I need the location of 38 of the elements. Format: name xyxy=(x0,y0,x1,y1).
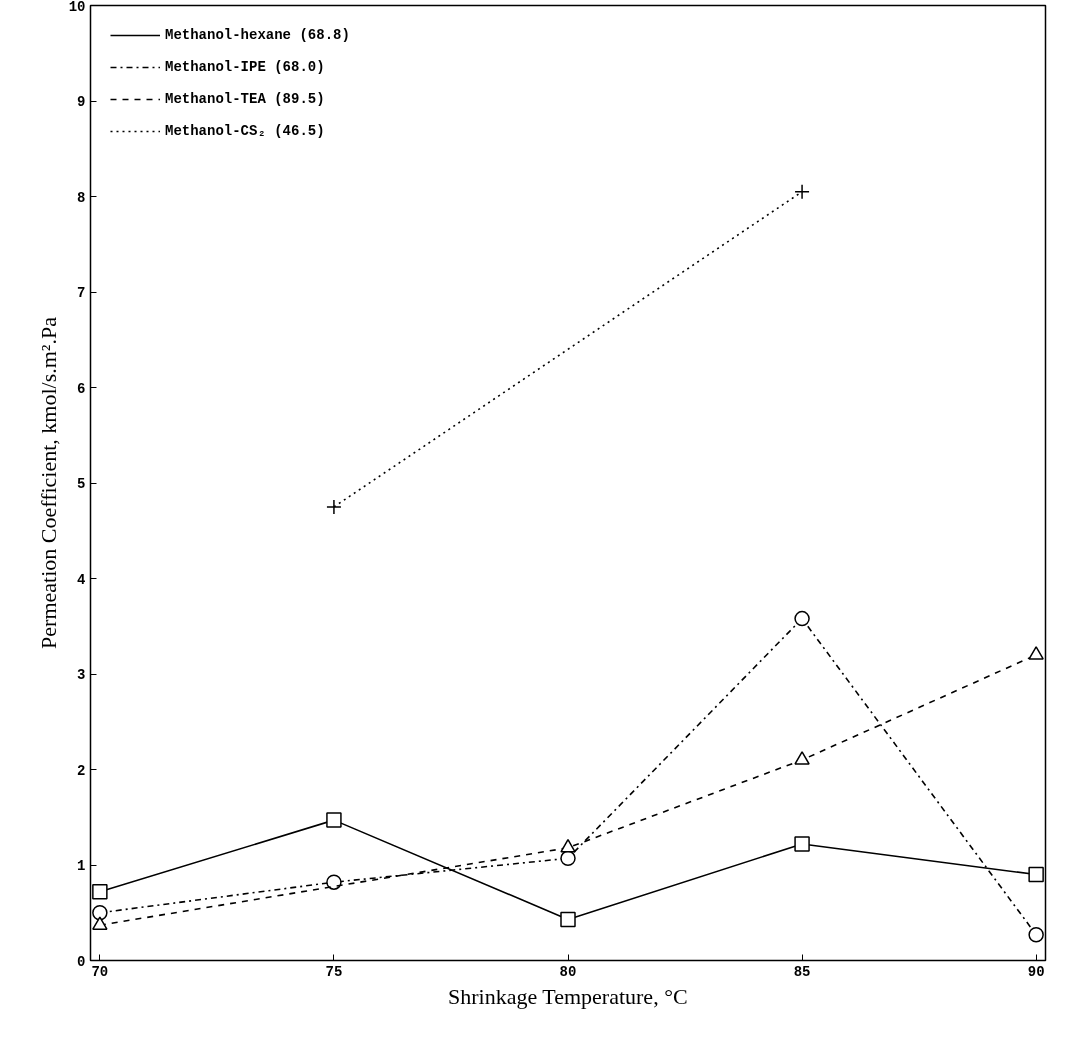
point xyxy=(92,916,108,930)
y-tick-label: 8 xyxy=(77,189,86,206)
y-tick-label: 10 xyxy=(68,0,86,15)
y-tick-label: 0 xyxy=(77,953,86,970)
legend-label: Methanol-hexane (68.8) xyxy=(165,27,350,43)
point xyxy=(794,610,810,627)
y-tick-label: 6 xyxy=(77,380,86,397)
y-tick-label: 3 xyxy=(77,667,86,683)
point xyxy=(326,499,342,515)
y-tick-label: 7 xyxy=(77,285,86,301)
point xyxy=(92,883,108,900)
point xyxy=(560,850,576,867)
x-tick-label: 75 xyxy=(325,963,343,980)
point xyxy=(1028,646,1044,660)
legend-label: Methanol-IPE (68.0) xyxy=(165,59,325,75)
legend-label: Methanol-CS₂ (46.5) xyxy=(165,123,325,139)
x-tick-label: 70 xyxy=(91,963,109,980)
point xyxy=(560,838,576,853)
legend-label: Methanol-TEA (89.5) xyxy=(165,91,325,107)
y-axis-title: Permeation Coefficient, kmol/s.m².Pa xyxy=(35,316,61,649)
y-tick-label: 5 xyxy=(77,476,86,492)
point xyxy=(326,812,342,828)
point xyxy=(1028,926,1044,943)
y-tick-label: 9 xyxy=(77,94,86,110)
point xyxy=(92,905,108,921)
x-tick-label: 90 xyxy=(1027,963,1045,980)
point xyxy=(1028,866,1044,883)
point xyxy=(794,751,810,765)
point xyxy=(326,874,342,890)
x-tick-label: 80 xyxy=(559,963,577,980)
x-axis-title: Shrinkage Temperature, °C xyxy=(447,983,688,1009)
x-tick-label: 85 xyxy=(793,963,811,980)
y-tick-label: 1 xyxy=(77,858,86,874)
y-tick-label: 2 xyxy=(77,762,86,779)
point xyxy=(794,183,810,200)
point xyxy=(794,836,810,852)
point xyxy=(560,911,576,928)
y-tick-label: 4 xyxy=(77,571,86,588)
